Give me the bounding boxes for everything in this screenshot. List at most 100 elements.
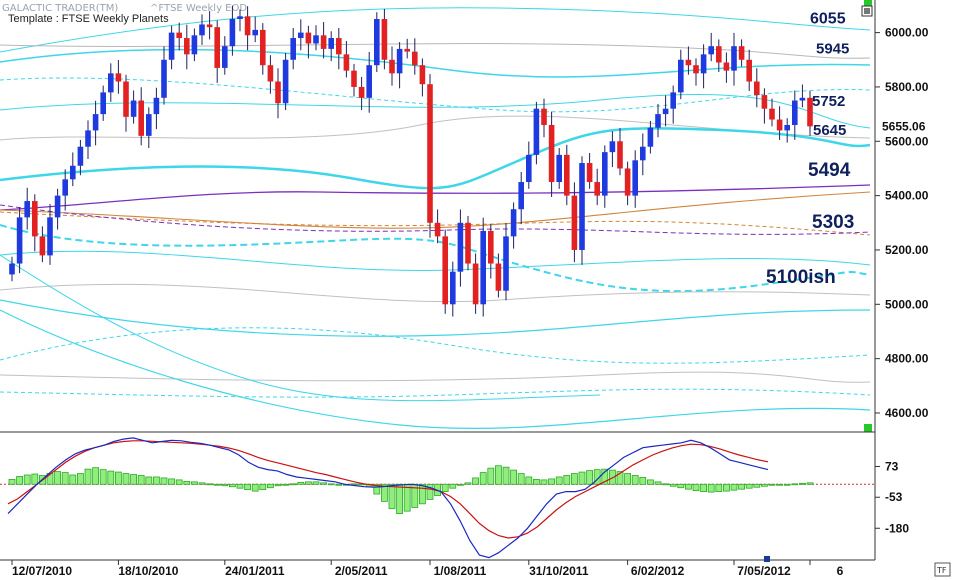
histogram-bar [479, 472, 487, 485]
histogram-bar [388, 483, 396, 510]
candle-body [541, 108, 547, 125]
scroll-up-marker[interactable] [864, 0, 872, 8]
candle-body [655, 114, 661, 128]
candle-body [237, 16, 243, 20]
level-label: 5645 [813, 122, 846, 139]
candle-body [548, 124, 555, 183]
candle-body [343, 54, 350, 71]
price-tick-label: 5200.00 [885, 243, 929, 257]
candle-body [776, 119, 783, 131]
histogram-bar [221, 483, 229, 487]
planet-curves [0, 7, 871, 429]
candle-body [738, 46, 745, 60]
candle-body [579, 163, 585, 250]
candle-body [670, 92, 676, 109]
level-labels: 6055 5945 5752 5645 5494 5303 5100ish [766, 11, 854, 288]
candle-body [381, 19, 388, 60]
candle-body [700, 54, 707, 74]
candle-body [465, 222, 471, 264]
time-axis: 12/07/2010 18/10/2010 24/01/2011 2/05/2011 1… [11, 560, 844, 578]
candle-body [662, 108, 669, 115]
time-tick-label: 2/05/2011 [335, 564, 388, 578]
histogram-bar [350, 483, 358, 486]
histogram-bar [494, 465, 502, 485]
candle-body [510, 209, 517, 237]
candle-body [640, 146, 646, 161]
histogram-bar [624, 473, 631, 485]
candle-body [366, 65, 372, 98]
histogram-bar [601, 468, 609, 485]
candle-body [503, 236, 509, 291]
histogram-bar [152, 476, 160, 485]
histogram-bar [464, 482, 472, 485]
histogram-bar [578, 471, 586, 485]
time-scroll-marker[interactable] [764, 556, 770, 562]
time-tick-label: 24/01/2011 [225, 564, 285, 578]
price-tick-label: 5400.00 [885, 189, 929, 203]
time-tick-label: 6 [837, 564, 844, 578]
candle-body [24, 201, 30, 218]
time-tick-label: 6/02/2012 [631, 564, 685, 578]
histogram-bar [616, 471, 624, 485]
histogram-bar [168, 478, 176, 485]
histogram-bar [8, 479, 16, 485]
timeframe-button[interactable] [934, 562, 951, 577]
histogram-bar [380, 483, 388, 502]
level-label: 5303 [812, 212, 854, 233]
timeframe-button-label: TF [936, 566, 947, 575]
histogram-bar [768, 483, 776, 486]
histogram-bar [327, 483, 335, 486]
candle-body [130, 100, 137, 117]
symbol-label: ^FTSE Weekly EOD [150, 3, 247, 14]
histogram-bar [715, 483, 723, 493]
candle-body [336, 38, 342, 55]
histogram-bar [236, 483, 244, 489]
histogram-bar [472, 477, 480, 485]
histogram-bar [791, 483, 799, 486]
candle-body [32, 201, 38, 237]
last-price-label: 5655.06 [882, 119, 926, 133]
histogram-bar [654, 481, 662, 485]
candle-body [358, 86, 365, 98]
candle-body [396, 48, 403, 74]
histogram-bar [571, 473, 578, 485]
candle-body [168, 32, 175, 60]
histogram-bar [418, 483, 426, 505]
histogram-bar [783, 483, 791, 486]
histogram-bar [510, 469, 518, 485]
histogram-bar [297, 481, 305, 485]
candle-body [328, 38, 334, 49]
candle-body [419, 65, 426, 85]
price-tick-label: 6000.00 [885, 26, 929, 40]
candle-body [784, 124, 790, 131]
candle-body [571, 195, 578, 250]
time-tick-label: 7/05/2012 [737, 564, 791, 578]
price-candles [9, 5, 813, 317]
candle-body [457, 222, 464, 272]
candle-body [427, 84, 433, 223]
oscillator-tick-label: 73 [885, 459, 899, 473]
histogram-bar [122, 473, 130, 485]
histogram-bar [487, 467, 495, 485]
level-label: 5945 [816, 41, 849, 58]
histogram-bar [54, 471, 61, 485]
histogram-bar [92, 467, 99, 485]
candle-body [792, 100, 798, 125]
price-tick-label: 5000.00 [885, 297, 929, 311]
candle-body [85, 130, 91, 147]
scroll-down-marker[interactable] [864, 424, 872, 432]
level-label: 5494 [808, 160, 851, 181]
histogram-bar [282, 483, 290, 486]
candle-body [47, 217, 53, 256]
price-axis: 6000.00 5800.00 5600.00 5400.00 5200.00 5000.… [875, 26, 929, 420]
candle-body [807, 97, 813, 127]
histogram-bar [198, 482, 206, 485]
histogram-bar [274, 483, 282, 487]
candle-body [184, 38, 190, 55]
histogram-bar [99, 469, 107, 485]
candle-body [389, 59, 395, 74]
time-tick-label: 1/08/2011 [434, 564, 487, 578]
candle-body [100, 92, 106, 115]
candle-body [77, 146, 84, 166]
